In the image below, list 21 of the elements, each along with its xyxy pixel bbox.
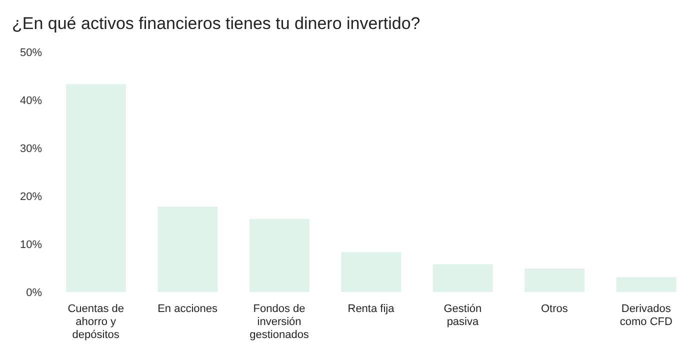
x-tick-label: Otros [540,303,568,315]
bar [341,252,402,292]
bar [524,268,585,292]
bar [249,219,310,292]
x-tick-label: Gestión pasiva [444,303,482,328]
y-tick-label: 50% [20,46,42,59]
bar [616,277,676,292]
bar [432,264,493,292]
y-tick-label: 30% [20,142,42,155]
bar [66,84,126,292]
x-tick-label: Cuentas de ahorro y depósitos [68,303,124,341]
y-tick-label: 40% [20,94,42,107]
chart-title: ¿En qué activos financieros tienes tu dinero invertido? [11,13,422,35]
x-tick-label: En acciones [158,303,218,315]
bar [158,206,218,292]
x-tick-label: Fondos de inversión gestionados [250,303,310,341]
x-tick-label: Derivados como CFD [620,303,672,328]
y-tick-label: 20% [20,190,42,203]
x-tick-label: Renta fija [348,303,396,315]
y-tick-label: 10% [20,238,42,251]
y-tick-label: 0% [26,286,42,299]
